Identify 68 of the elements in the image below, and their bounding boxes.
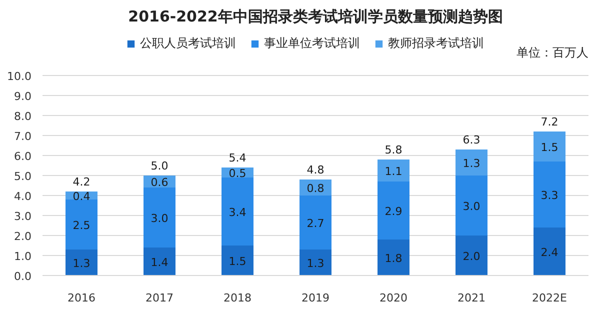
y-tick-label: 7.0 xyxy=(14,130,32,143)
bar xyxy=(534,132,566,162)
total-label: 5.0 xyxy=(150,160,168,172)
data-label: 3.3 xyxy=(540,189,558,202)
data-label: 3.0 xyxy=(150,212,168,225)
data-label: 1.3 xyxy=(306,257,324,270)
data-label: 3.0 xyxy=(462,200,480,213)
text: 单位：百万人 xyxy=(516,46,588,60)
bar xyxy=(456,176,488,236)
y-tick-label: 4.0 xyxy=(14,190,32,203)
bar xyxy=(300,196,332,250)
bar xyxy=(534,162,566,228)
data-label: 0.4 xyxy=(72,190,90,203)
total-label: 6.3 xyxy=(462,134,480,146)
x-tick-label: 2018 xyxy=(224,292,252,304)
bar xyxy=(534,228,566,276)
x-tick-label: 2022E xyxy=(532,292,568,304)
x-tick-label: 2017 xyxy=(146,292,174,304)
data-label: 2.7 xyxy=(306,217,324,230)
chart-title: 2016-2022年中国招录类考试培训学员数量预测趋势图 xyxy=(128,8,503,26)
x-tick-label: 2016 xyxy=(68,292,96,304)
bar xyxy=(456,150,488,176)
data-label: 1.3 xyxy=(72,257,90,270)
data-label: 2.5 xyxy=(72,219,90,232)
data-label: 0.8 xyxy=(306,182,324,195)
bar xyxy=(456,236,488,276)
bar xyxy=(378,160,410,182)
data-label: 0.5 xyxy=(228,167,246,180)
data-label: 1.5 xyxy=(228,255,246,268)
y-tick-label: 0.0 xyxy=(14,270,32,283)
bar xyxy=(300,250,332,276)
data-label: 0.6 xyxy=(150,176,168,189)
bar xyxy=(144,248,176,276)
bar xyxy=(144,188,176,248)
bar xyxy=(66,250,98,276)
total-label: 7.2 xyxy=(540,116,558,128)
total-label: 4.8 xyxy=(306,164,324,176)
legend-label: 教师招录考试培训 xyxy=(388,35,484,52)
y-tick-label: 9.0 xyxy=(14,90,32,103)
data-label: 1.5 xyxy=(540,141,558,154)
y-tick-label: 8.0 xyxy=(14,110,32,123)
data-label: 3.4 xyxy=(228,206,246,219)
bar xyxy=(378,182,410,240)
y-tick-label: 3.0 xyxy=(14,210,32,223)
data-label: 2.0 xyxy=(462,250,480,263)
bar xyxy=(222,246,254,276)
data-label: 1.4 xyxy=(150,256,168,269)
data-label: 1.3 xyxy=(462,157,480,170)
x-tick-label: 2020 xyxy=(380,292,408,304)
legend-label: 事业单位考试培训 xyxy=(264,35,360,52)
data-label: 1.8 xyxy=(384,252,402,265)
data-label: 1.1 xyxy=(384,165,402,178)
total-label: 5.4 xyxy=(228,152,246,164)
y-tick-label: 2.0 xyxy=(14,230,32,243)
y-tick-label: 1.0 xyxy=(14,250,32,263)
total-label: 5.8 xyxy=(384,144,402,156)
total-label: 4.2 xyxy=(72,176,90,188)
y-tick-label: 10.0 xyxy=(7,70,32,83)
data-label: 2.9 xyxy=(384,205,402,218)
bar xyxy=(222,178,254,246)
x-tick-label: 2019 xyxy=(302,292,330,304)
y-tick-label: 5.0 xyxy=(14,170,32,183)
bar xyxy=(378,240,410,276)
bar xyxy=(66,200,98,250)
y-tick-label: 6.0 xyxy=(14,150,32,163)
x-tick-label: 2021 xyxy=(458,292,486,304)
legend-label: 公职人员考试培训 xyxy=(140,35,236,52)
data-label: 2.4 xyxy=(540,246,558,259)
